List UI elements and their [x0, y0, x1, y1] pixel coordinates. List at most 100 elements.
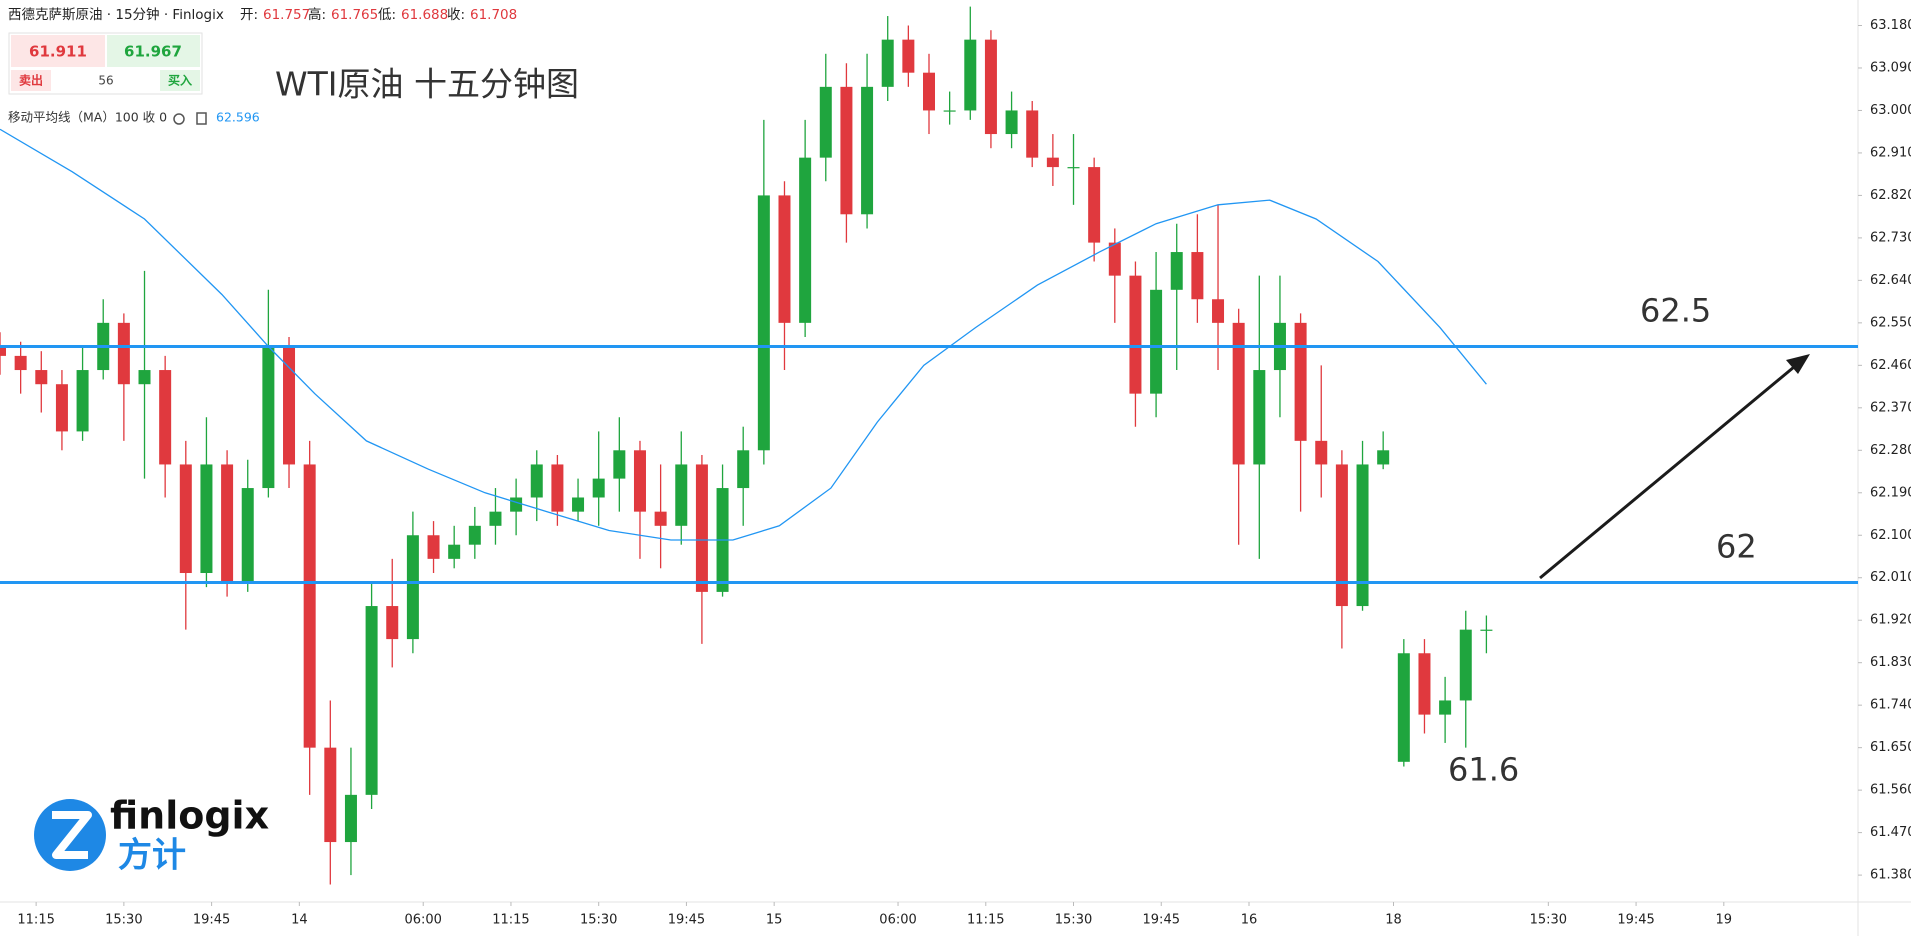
- x-tick-label: 11:15: [17, 913, 54, 928]
- candle-body: [159, 370, 172, 465]
- x-tick-label: 15:30: [105, 913, 142, 928]
- candle-body: [1170, 252, 1183, 290]
- buy-box[interactable]: [107, 35, 200, 67]
- candle-body: [1046, 157, 1059, 168]
- y-tick-label: 62.010: [1870, 570, 1911, 585]
- candle-body: [262, 346, 275, 489]
- candle-body: [138, 370, 151, 385]
- candle-body: [1294, 322, 1307, 441]
- candle-body: [1356, 464, 1369, 607]
- candle-body: [654, 511, 667, 526]
- y-tick-label: 62.910: [1870, 145, 1911, 160]
- ohlc-label: 低:: [378, 7, 396, 23]
- candle-body: [55, 384, 68, 432]
- candle-body: [1439, 700, 1452, 715]
- candle-body: [943, 110, 956, 112]
- x-tick-label: 06:00: [404, 913, 441, 928]
- candle-body: [1067, 167, 1080, 169]
- y-tick-label: 62.820: [1870, 188, 1911, 203]
- symbol: 西德克萨斯原油 · 15分钟 · Finlogix: [8, 6, 224, 23]
- x-tick-label: 15:30: [1055, 913, 1092, 928]
- candle-body: [386, 606, 399, 640]
- sell-button[interactable]: [11, 70, 51, 91]
- x-tick-label: 15:30: [1530, 913, 1567, 928]
- candle-body: [241, 488, 254, 583]
- bid: 61.911: [29, 43, 87, 61]
- x-tick-label: 06:00: [879, 913, 916, 928]
- ask: 61.967: [124, 43, 182, 61]
- candle-body: [881, 39, 894, 87]
- candle-body: [1480, 629, 1493, 631]
- candle-body: [964, 39, 977, 111]
- candle-body: [1315, 440, 1328, 465]
- candle-body: [35, 370, 48, 385]
- level-label: 62.5: [1640, 291, 1711, 329]
- candle-body: [613, 450, 626, 479]
- y-tick-label: 61.920: [1870, 613, 1911, 628]
- candle-body: [737, 450, 750, 489]
- price-annotation: 61.6: [1448, 750, 1519, 788]
- y-tick-label: 61.380: [1870, 868, 1911, 883]
- candle-body: [1253, 370, 1266, 465]
- logo-z: [52, 811, 92, 859]
- buy-button[interactable]: [160, 70, 200, 91]
- spread: 56: [98, 74, 113, 88]
- candle-body: [76, 370, 89, 432]
- candle-body: [365, 606, 378, 795]
- y-tick-label: 63.180: [1870, 18, 1911, 33]
- ohlc-value: 61.708: [470, 7, 517, 23]
- logo-cn: 方计: [118, 836, 186, 876]
- x-tick-label: 19:45: [193, 913, 230, 928]
- x-tick-label: 19:45: [1617, 913, 1654, 928]
- level-label: 62: [1716, 527, 1757, 565]
- arrow-head: [1786, 354, 1810, 374]
- y-tick-label: 61.830: [1870, 655, 1911, 670]
- candle-body: [448, 544, 461, 559]
- x-tick-label: 16: [1241, 913, 1258, 928]
- candle-body: [819, 86, 832, 158]
- x-tick-label: 19:45: [1143, 913, 1180, 928]
- candle-body: [633, 450, 646, 512]
- y-tick-label: 62.280: [1870, 443, 1911, 458]
- y-tick-label: 62.190: [1870, 485, 1911, 500]
- y-tick-label: 62.730: [1870, 230, 1911, 245]
- sell-box[interactable]: [11, 35, 105, 67]
- candle-body: [551, 464, 564, 512]
- candle-body: [923, 72, 935, 111]
- candle-body: [695, 464, 708, 592]
- candle-body: [283, 346, 296, 465]
- candle-body: [984, 39, 997, 135]
- y-tick-label: 63.000: [1870, 103, 1911, 118]
- arrow: [1539, 360, 1801, 580]
- buy-label: 买入: [168, 74, 192, 88]
- candle-body: [1232, 322, 1245, 465]
- candle-body: [799, 157, 812, 323]
- candle-body: [1459, 629, 1472, 701]
- candle-body: [1212, 299, 1225, 323]
- candle-body: [303, 464, 316, 748]
- ma-line: [0, 128, 1487, 541]
- candle-body: [427, 535, 440, 559]
- delete-icon[interactable]: [196, 112, 207, 125]
- candle-body: [324, 747, 337, 843]
- plot: 61.380 61.470 61.560 61.650 61.740 61.830 61.9…: [0, 6, 1911, 928]
- candle-body: [1129, 275, 1142, 394]
- candle-body: [1005, 110, 1018, 135]
- candle-body: [572, 497, 585, 512]
- candle-body: [510, 497, 523, 512]
- candle-body: [1418, 653, 1431, 715]
- candle-body: [406, 535, 419, 640]
- ohlc-value: 61.765: [331, 7, 378, 23]
- settings-icon[interactable]: [173, 113, 185, 125]
- ohlc-value: 61.757: [263, 7, 310, 23]
- candle-body: [1191, 252, 1204, 300]
- candle-body: [14, 355, 27, 371]
- candle-body: [179, 464, 192, 574]
- ohlc-value: 61.688: [401, 7, 448, 23]
- candle-body: [468, 525, 481, 545]
- x-tick-label: 19: [1716, 913, 1733, 928]
- sell-label: 卖出: [19, 73, 43, 88]
- x-tick-label: 11:15: [492, 913, 529, 928]
- ohlc-label: 高:: [308, 6, 326, 23]
- y-tick-label: 62.460: [1870, 358, 1911, 373]
